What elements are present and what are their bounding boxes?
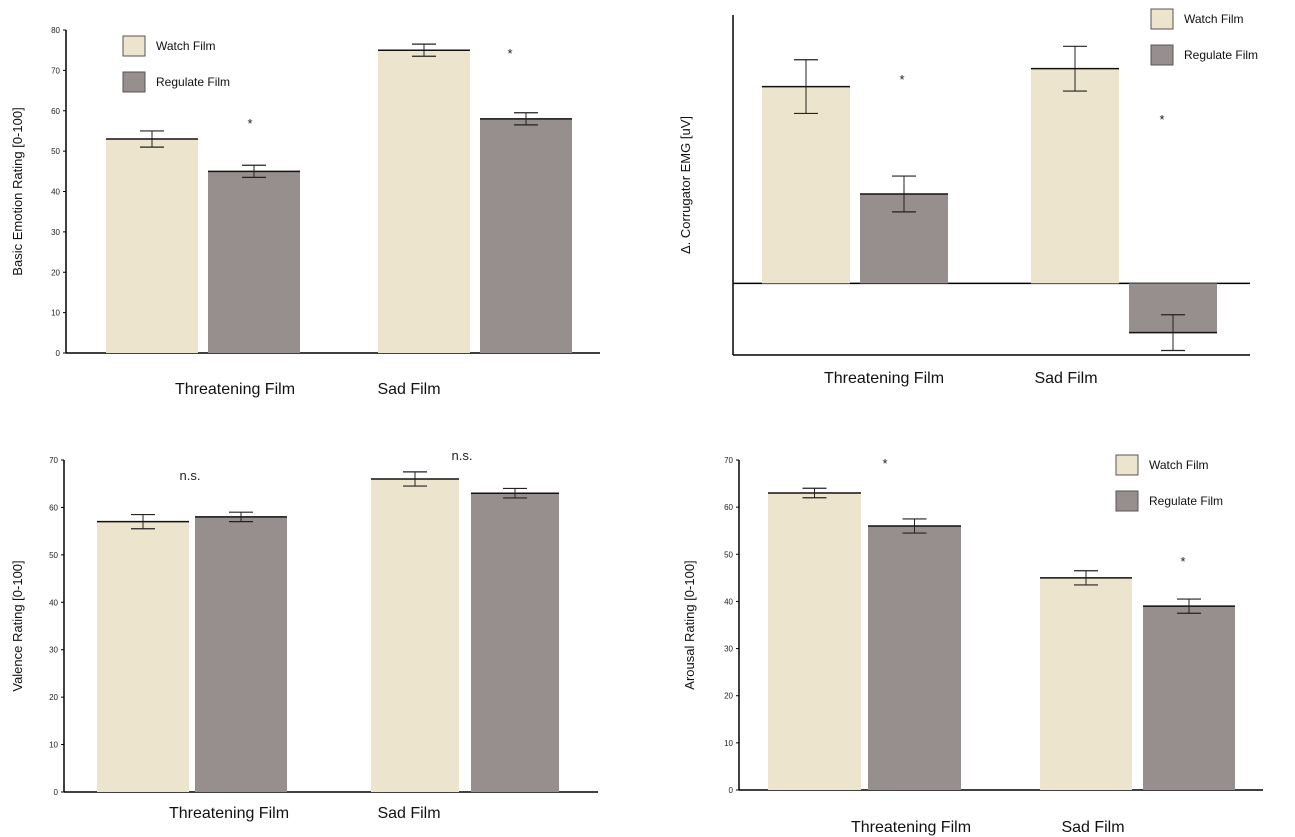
y-tick-label: 10 (49, 741, 58, 750)
bar-regulate (480, 118, 572, 353)
y-tick-label: 70 (724, 456, 733, 465)
y-tick-label: 0 (56, 349, 61, 358)
chart-3: 0 10 20 30 40 50 60 70 Valence Rating [0-100] n.s… (10, 448, 598, 822)
y-tick-label: 60 (51, 107, 60, 116)
y-tick-label: 40 (51, 188, 60, 197)
bar-regulate (208, 171, 300, 353)
legend-label: Regulate Film (156, 75, 230, 89)
y-tick-label: 60 (724, 503, 733, 512)
bar-regulate (868, 526, 961, 790)
y-tick-label: 70 (51, 66, 60, 75)
legend-swatch (1150, 8, 1174, 30)
y-axis-label: Δ. Corrugator EMG [uV] (678, 116, 693, 254)
significance-label: * (247, 116, 252, 131)
y-tick-label: 20 (724, 692, 733, 701)
legend-swatch (122, 71, 146, 93)
legend-swatch (1150, 44, 1174, 66)
legend-swatch (122, 35, 146, 57)
chart-2: Δ. Corrugator EMG [uV] * * Threatening Film… (678, 8, 1258, 387)
x-tick-label: Sad Film (1034, 370, 1097, 387)
y-tick-label: 50 (49, 551, 58, 560)
significance-label: n.s. (180, 468, 201, 483)
legend-swatch (1115, 490, 1139, 512)
significance-label: * (1159, 112, 1164, 127)
significance-label: * (1180, 554, 1185, 569)
bar-watch (378, 50, 470, 353)
y-axis-label: Basic Emotion Rating [0-100] (10, 107, 25, 275)
y-tick-label: 60 (49, 503, 58, 512)
y-tick-label: 0 (54, 788, 59, 797)
significance-label: * (882, 456, 887, 471)
x-tick-label: Sad Film (377, 381, 440, 398)
legend-label: Watch Film (1184, 12, 1244, 26)
significance-label: n.s. (452, 448, 473, 463)
y-tick-label: 30 (49, 646, 58, 655)
bar-watch (768, 493, 861, 790)
y-axis-label: Valence Rating [0-100] (10, 560, 25, 691)
y-tick-label: 30 (51, 228, 60, 237)
bar-watch (762, 86, 850, 284)
legend-label: Watch Film (156, 39, 216, 53)
y-tick-label: 70 (49, 456, 58, 465)
legend-label: Regulate Film (1149, 494, 1223, 508)
y-axis-label: Arousal Rating [0-100] (682, 560, 697, 689)
legend-swatch (1115, 454, 1139, 476)
legend-label: Regulate Film (1184, 48, 1258, 62)
y-tick-label: 30 (724, 645, 733, 654)
bar-regulate (195, 516, 287, 792)
x-tick-label: Threatening Film (851, 819, 971, 836)
significance-label: * (507, 46, 512, 61)
y-tick-label: 40 (49, 598, 58, 607)
y-tick-label: 20 (49, 693, 58, 702)
x-tick-label: Threatening Film (175, 381, 295, 398)
bar-watch (371, 478, 459, 792)
x-tick-label: Threatening Film (169, 805, 289, 822)
x-tick-label: Sad Film (1061, 819, 1124, 836)
bar-watch (97, 521, 189, 792)
y-tick-label: 0 (729, 786, 734, 795)
chart-4: 0 10 20 30 40 50 60 70 Arousal Rating [0-100] * * T… (682, 454, 1263, 836)
y-tick-label: 10 (51, 309, 60, 318)
x-tick-label: Threatening Film (824, 370, 944, 387)
y-tick-label: 50 (724, 550, 733, 559)
y-tick-label: 20 (51, 268, 60, 277)
y-tick-label: 40 (724, 597, 733, 606)
y-tick-label: 50 (51, 147, 60, 156)
bar-regulate (471, 493, 559, 792)
y-tick-label: 80 (51, 26, 60, 35)
chart-1: 0 10 20 30 40 50 60 70 80 Basic Emotion Rating [0… (10, 26, 600, 398)
y-tick-label: 10 (724, 739, 733, 748)
x-tick-label: Sad Film (377, 805, 440, 822)
bar-watch (1031, 68, 1119, 284)
bar-watch (1040, 577, 1132, 790)
significance-label: * (899, 72, 904, 87)
bar-regulate (1143, 606, 1235, 790)
legend-label: Watch Film (1149, 458, 1209, 472)
bar-watch (106, 139, 198, 353)
